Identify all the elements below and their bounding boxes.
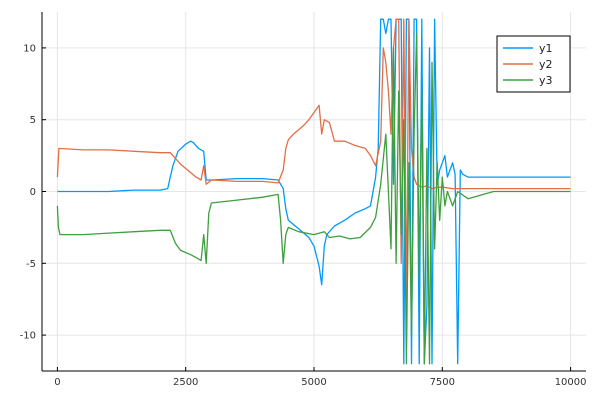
- series-layer: [56, 18, 571, 365]
- y-tick-label: -5: [26, 259, 36, 270]
- x-tick-label: 7500: [430, 377, 455, 388]
- x-axis-ticks: 0 2500 5000 7500 10000: [54, 367, 587, 388]
- x-tick-label: 5000: [301, 377, 326, 388]
- x-tick-label: 2500: [173, 377, 198, 388]
- legend-label-y2: y2: [539, 58, 553, 71]
- x-tick-label: 0: [54, 377, 60, 388]
- y-tick-label: -10: [20, 331, 36, 342]
- series-line-y3: [56, 32, 571, 365]
- legend: y1 y2 y3: [496, 35, 571, 93]
- grid-lines: [42, 12, 586, 371]
- y-axis-ticks: -10 -5 0 5 10: [20, 43, 46, 342]
- x-tick-label: 10000: [555, 377, 587, 388]
- legend-label-y1: y1: [539, 42, 553, 55]
- y-tick-label: 5: [30, 115, 36, 126]
- y-tick-label: 0: [30, 187, 36, 198]
- series-line-y1: [57, 18, 571, 365]
- y-tick-label: 10: [23, 43, 36, 54]
- legend-label-y3: y3: [539, 74, 553, 87]
